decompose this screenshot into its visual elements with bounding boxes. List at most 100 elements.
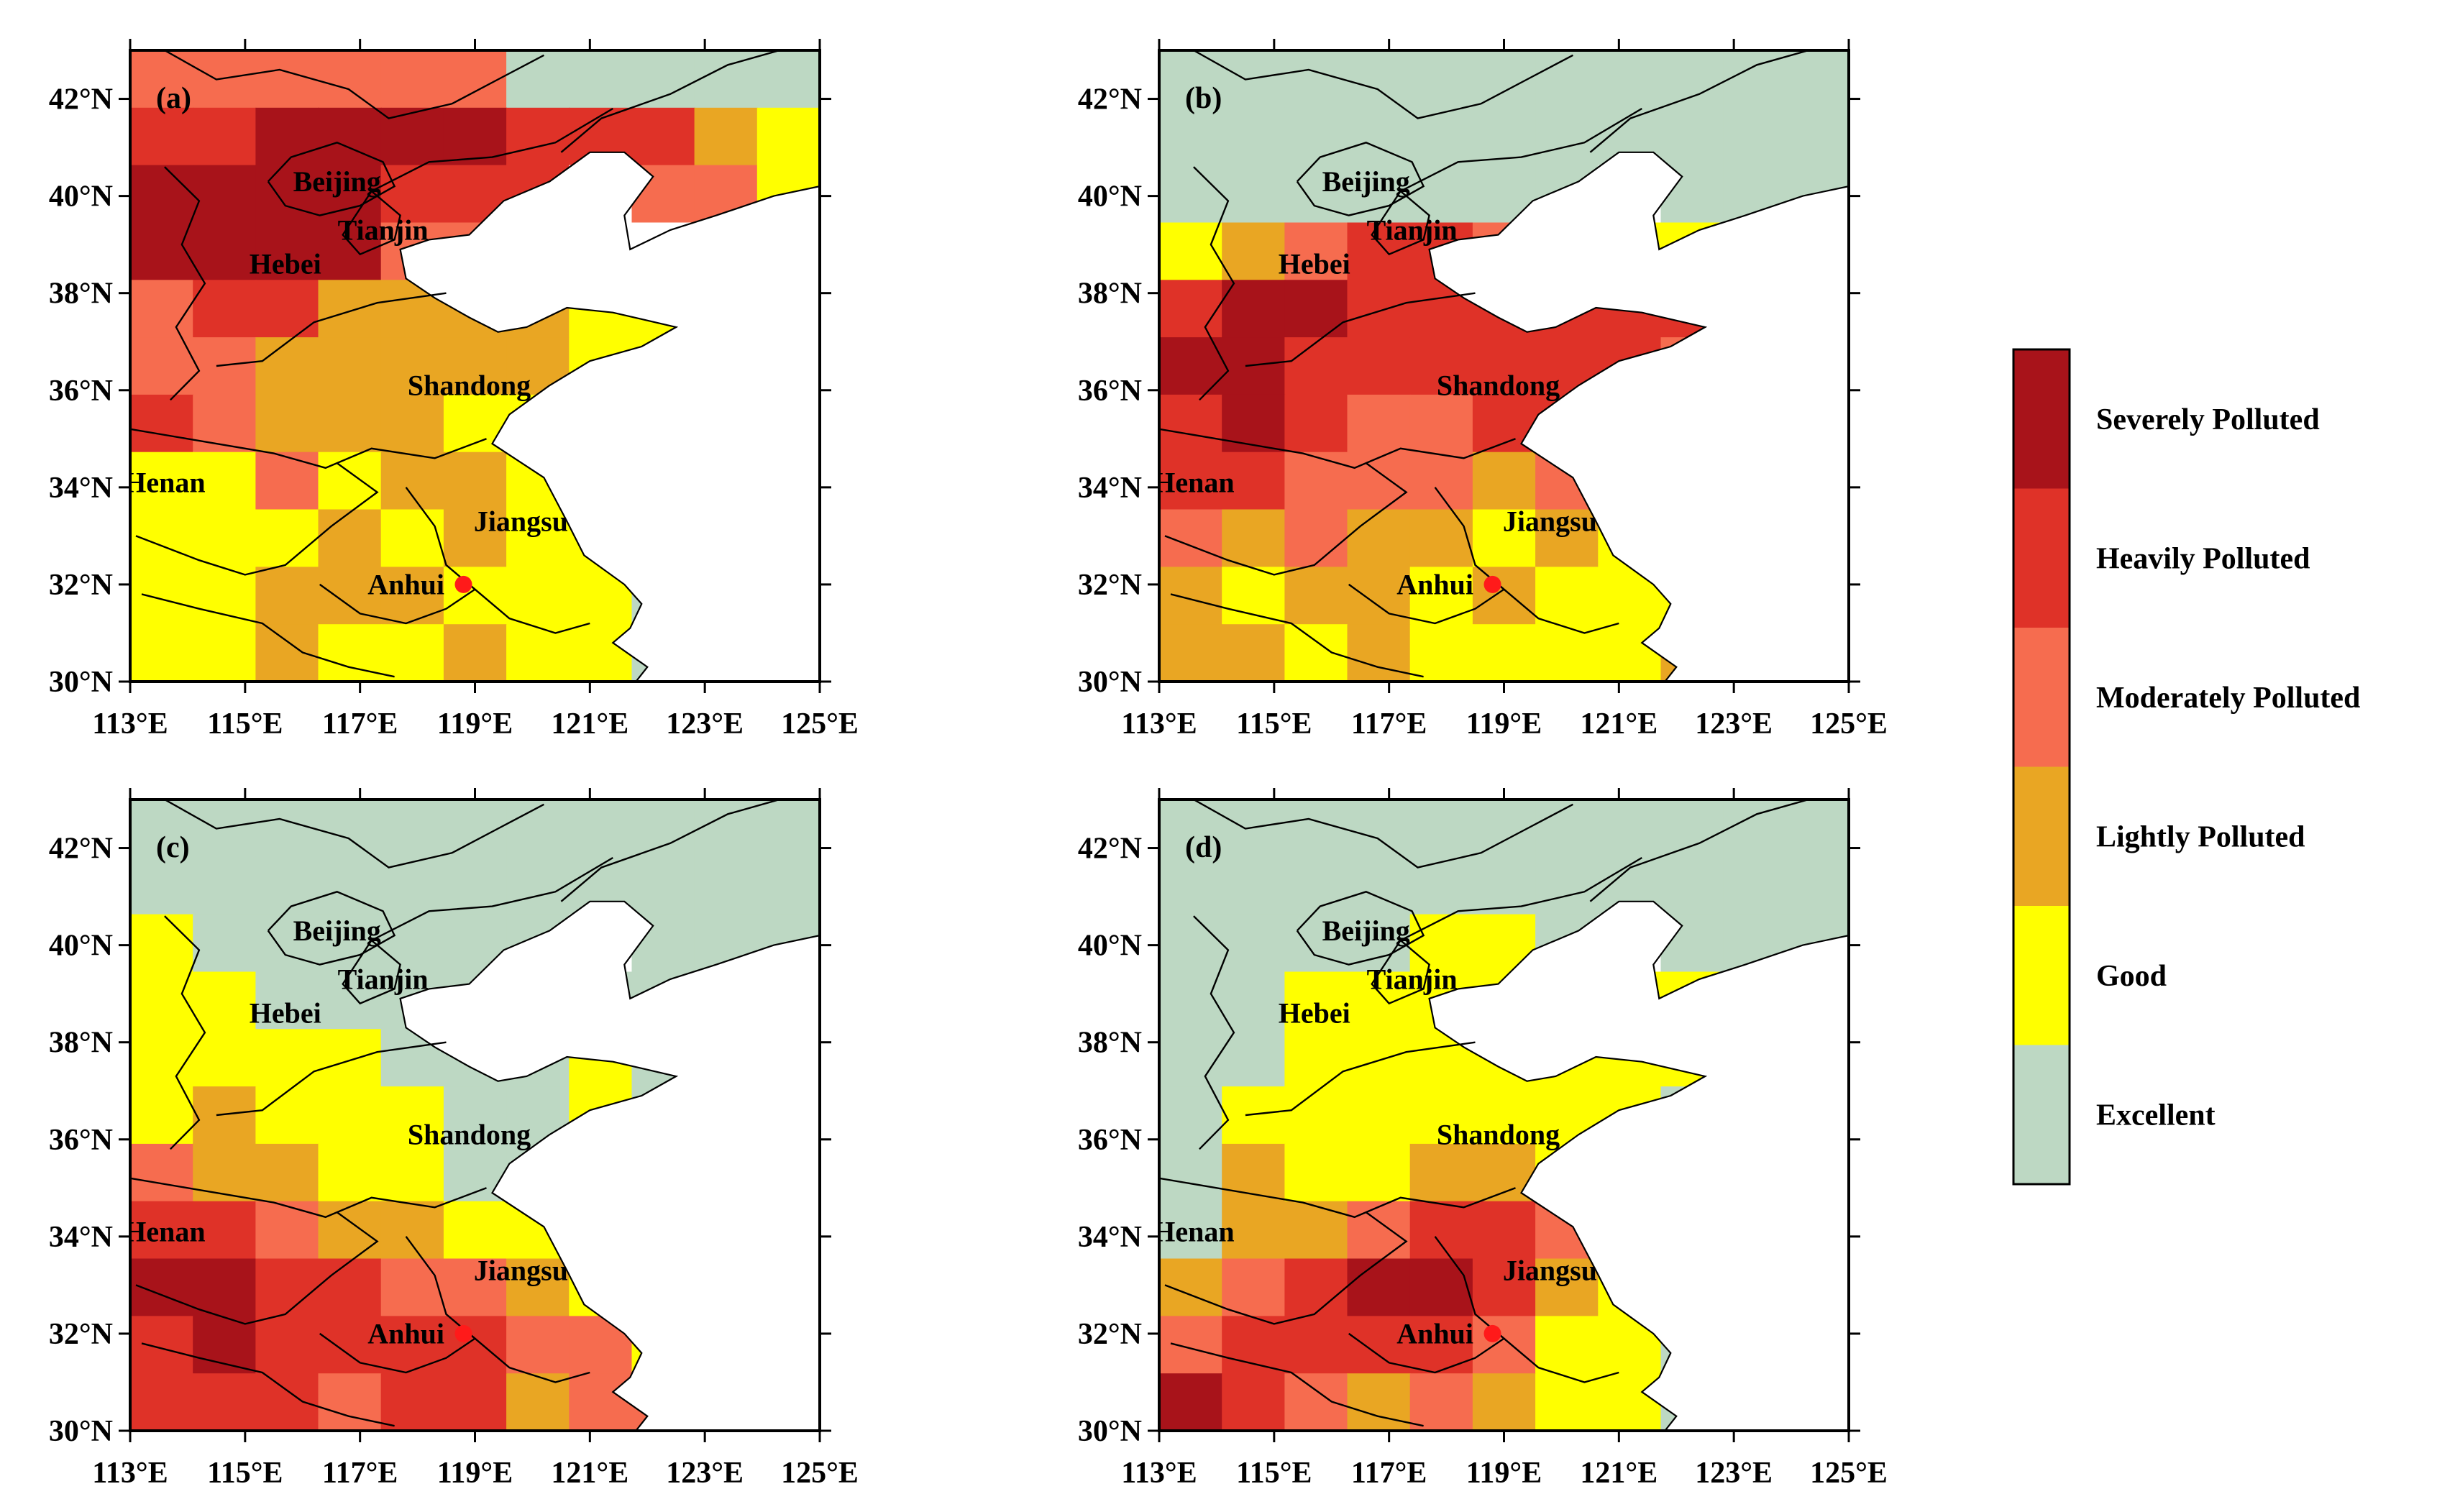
aqi-cell (569, 50, 633, 109)
province-border (164, 50, 544, 119)
aqi-cell (1347, 337, 1411, 395)
aqi-cell (1347, 452, 1411, 510)
aqi-cell (1409, 914, 1473, 973)
aqi-cell (255, 1316, 319, 1375)
aqi-cell (1159, 509, 1223, 568)
aqi-cell (1347, 1373, 1411, 1431)
aqi-cell (318, 1086, 382, 1145)
aqi-cell (380, 624, 444, 682)
x-tick-label: 119°E (1466, 1457, 1542, 1490)
province-border (319, 487, 477, 625)
place-label: Henan (124, 467, 205, 499)
y-tick-label: 40°N (1078, 930, 1142, 963)
aqi-cell (1284, 1316, 1348, 1375)
aqi-cell (1284, 222, 1348, 281)
aqi-cell (1222, 914, 1286, 973)
aqi-cell (130, 509, 194, 568)
province-border (164, 166, 206, 401)
aqi-cell (1472, 107, 1537, 166)
province-border (1245, 1041, 1476, 1117)
aqi-cell (193, 914, 257, 973)
y-tick-label: 34°N (49, 472, 113, 505)
sea-area (1429, 152, 1849, 682)
aqi-cell (443, 1373, 508, 1431)
aqi-cell (631, 799, 695, 858)
x-tick-label: 119°E (1466, 707, 1542, 741)
aqi-cell (443, 107, 508, 166)
aqi-cell (443, 337, 508, 395)
sea-area (1429, 901, 1849, 1431)
aqi-cell (1472, 509, 1537, 568)
aqi-cell (506, 624, 570, 682)
province-border (141, 1342, 395, 1427)
aqi-cell (1535, 107, 1599, 166)
aqi-cell (1660, 856, 1724, 915)
aqi-cell (756, 50, 820, 109)
aqi-cell (1284, 799, 1348, 858)
x-tick-label: 113°E (1121, 1457, 1197, 1490)
province-border (1193, 915, 1235, 1150)
aqi-cell (1222, 337, 1286, 395)
y-tick-label: 36°N (49, 375, 113, 408)
aqi-cell (1159, 452, 1223, 510)
legend: Severely Polluted Heavily Polluted Moderat… (2012, 348, 2360, 1186)
map-content: Beijing Tianjin Hebei Shandong Henan Jiangsu A… (1159, 50, 1849, 682)
aqi-cell (318, 1029, 382, 1088)
x-tick-label: 117°E (322, 707, 398, 741)
place-label: Jiangsu (474, 1255, 568, 1287)
aqi-cell (380, 914, 444, 973)
place-label: Anhui (367, 1317, 444, 1350)
map-panels: Beijing Tianjin Hebei Shandong Henan Jiangsu A… (49, 39, 1888, 1490)
aqi-cell (193, 856, 257, 915)
aqi-cell (1535, 567, 1599, 626)
aqi-cell (380, 337, 444, 395)
aqi-cell (631, 856, 695, 915)
aqi-cell (1347, 394, 1411, 453)
aqi-cell (443, 1316, 508, 1375)
province-border (267, 142, 396, 216)
x-tick-label: 119°E (437, 1457, 513, 1490)
place-label: Shandong (1437, 1119, 1560, 1151)
legend-swatch (2013, 766, 2070, 907)
aqi-cell (1660, 50, 1724, 109)
aqi-cell (255, 1258, 319, 1317)
aqi-cell (1222, 1316, 1286, 1375)
aqi-cell (193, 394, 257, 453)
province-border (342, 190, 401, 256)
site-marker (1483, 575, 1501, 593)
aqi-cell (1284, 1029, 1348, 1088)
y-tick-label: 32°N (49, 569, 113, 602)
province-border (1193, 166, 1235, 401)
y-tick-label: 40°N (49, 930, 113, 963)
aqi-cell (1222, 394, 1286, 453)
aqi-cell (193, 1086, 257, 1145)
aqi-cell (569, 624, 633, 682)
aqi-cell (1409, 799, 1473, 858)
aqi-cell (255, 452, 319, 510)
place-label: Tianjin (1367, 963, 1458, 995)
aqi-cell (130, 1201, 194, 1260)
aqi-cell (255, 165, 319, 224)
x-tick-label: 115°E (1236, 707, 1312, 741)
aqi-cell (1472, 624, 1537, 682)
aqi-cell (255, 799, 319, 858)
aqi-cell (1284, 509, 1348, 568)
aqi-cell (1409, 567, 1473, 626)
y-tick-label: 38°N (49, 278, 113, 311)
x-tick-label: 125°E (1810, 1457, 1888, 1490)
aqi-cell (193, 452, 257, 510)
aqi-cell (318, 509, 382, 568)
y-tick-label: 38°N (1078, 278, 1142, 311)
province-border (1159, 428, 1516, 469)
legend-label: Heavily Polluted (2096, 542, 2310, 575)
aqi-cell (193, 280, 257, 339)
aqi-cell (1535, 1373, 1599, 1431)
y-tick-label: 40°N (1078, 180, 1142, 214)
aqi-cell (694, 856, 758, 915)
y-tick-label: 34°N (1078, 472, 1142, 505)
aqi-cell (1598, 1373, 1662, 1431)
x-tick-label: 115°E (1236, 1457, 1312, 1490)
aqi-cell (380, 567, 444, 626)
place-label: Anhui (1396, 568, 1473, 600)
place-label: Hebei (1279, 248, 1350, 280)
